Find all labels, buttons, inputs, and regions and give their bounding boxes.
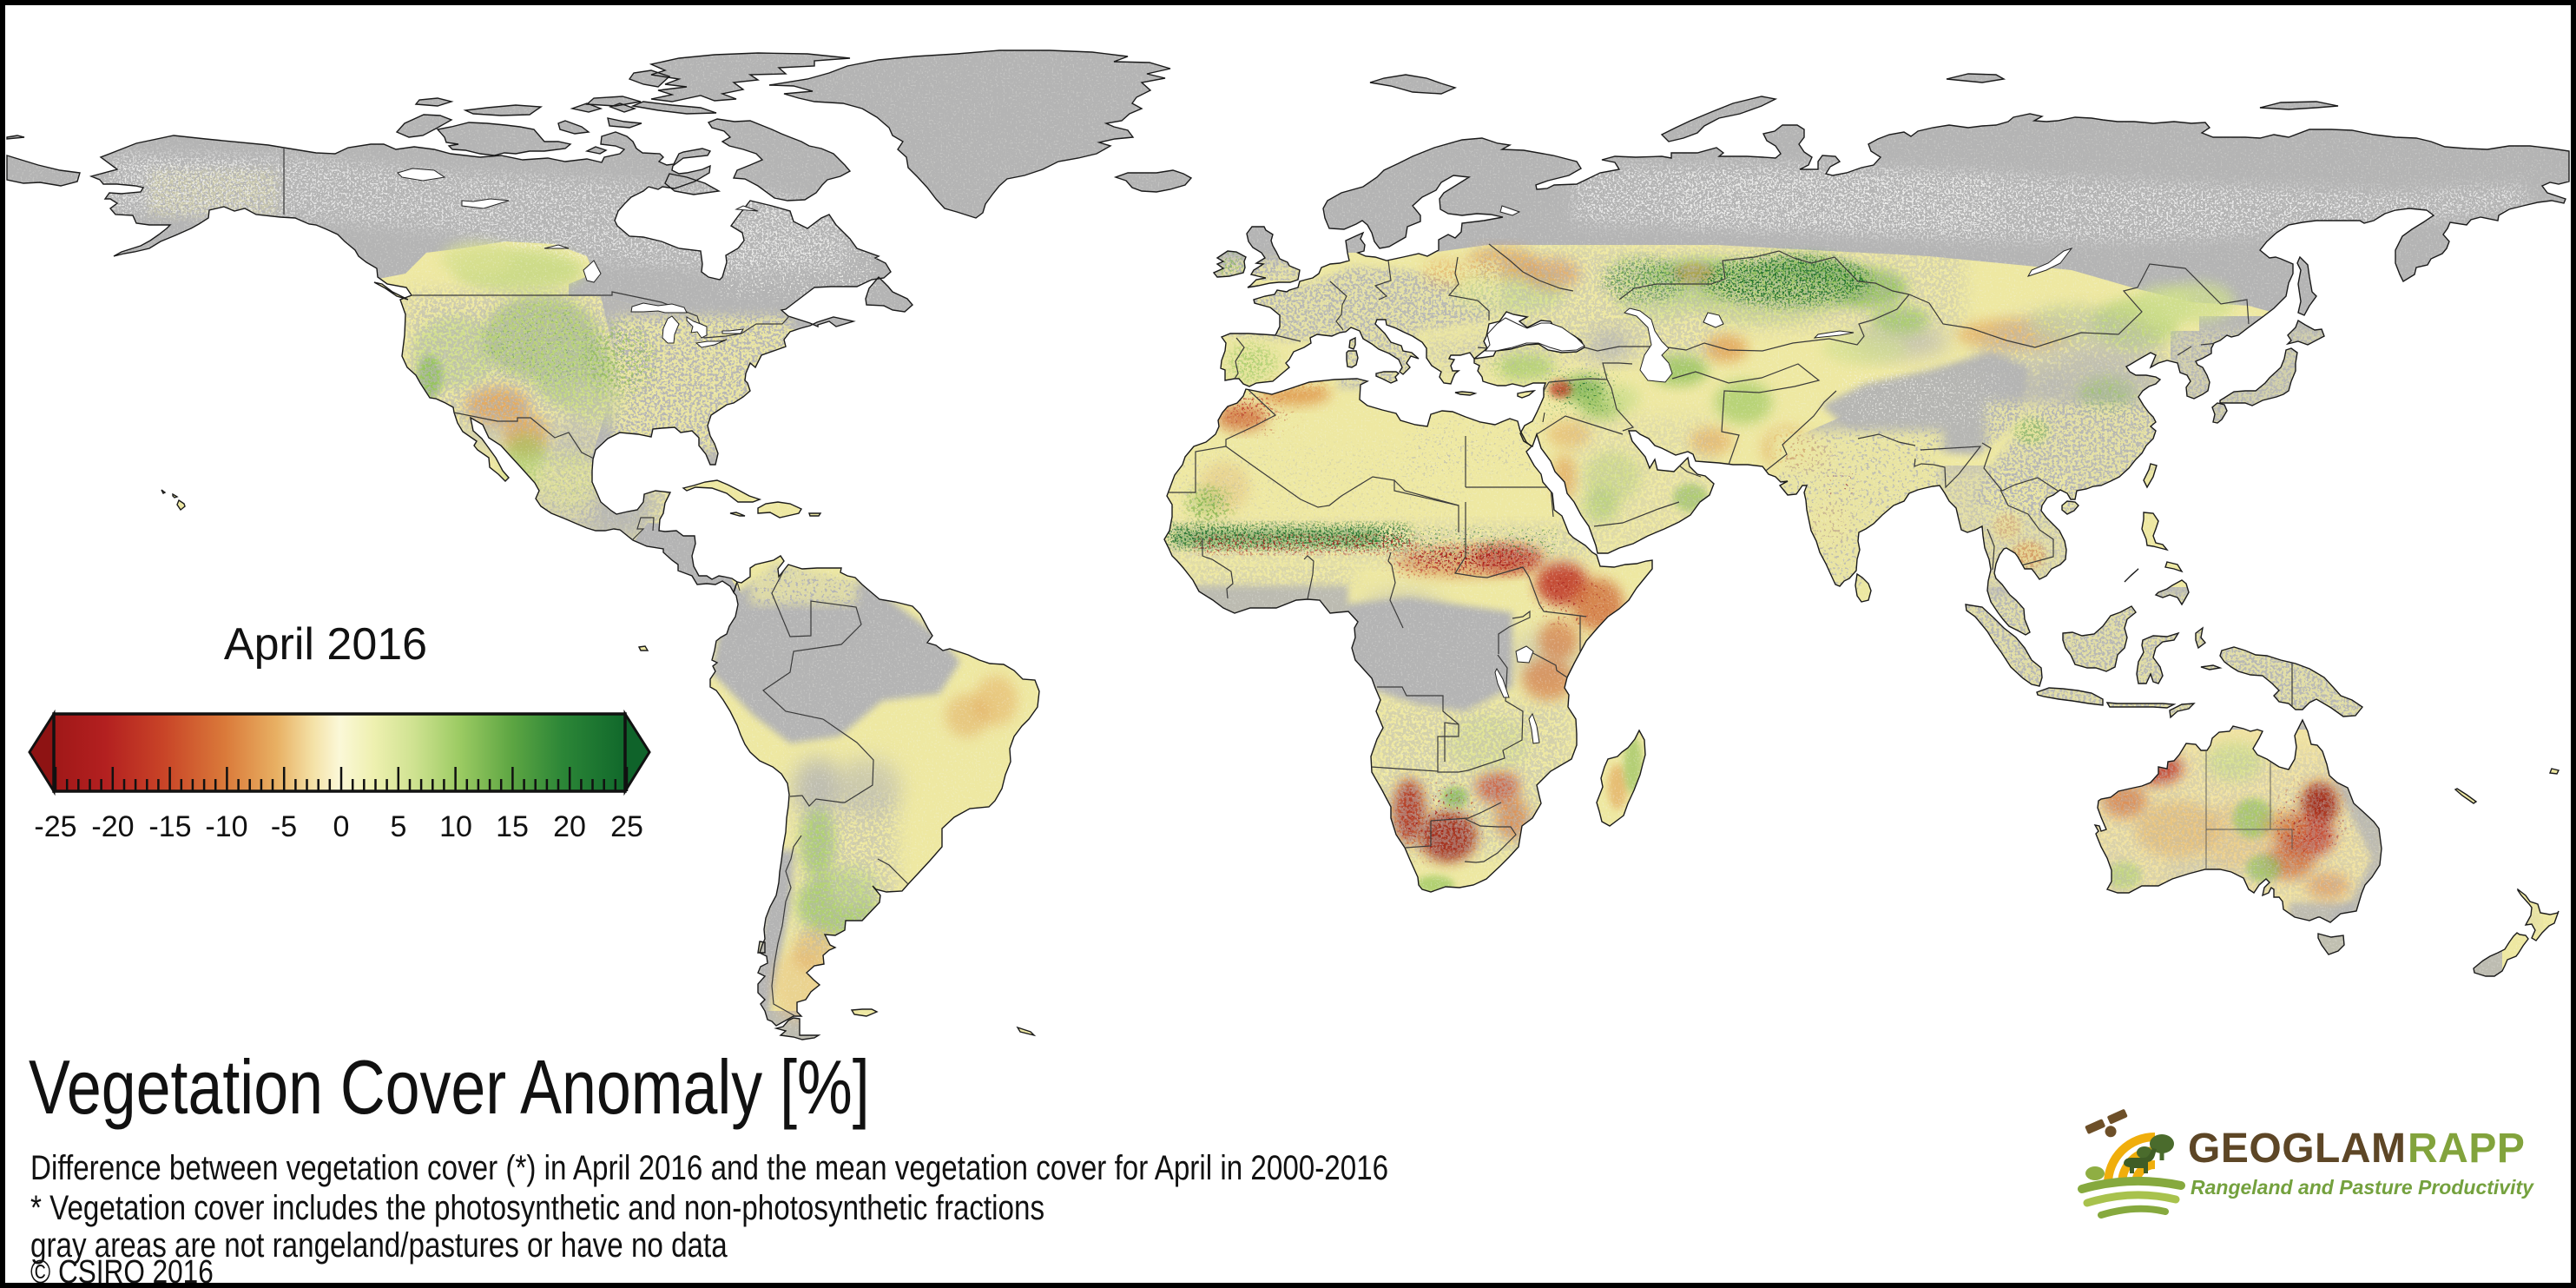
- svg-text:5: 5: [391, 810, 407, 843]
- svg-text:-20: -20: [91, 810, 134, 843]
- svg-text:GEOGLAM: GEOGLAM: [2188, 1126, 2407, 1172]
- svg-text:-25: -25: [34, 810, 76, 843]
- svg-text:RAPP: RAPP: [2408, 1126, 2525, 1172]
- svg-text:-5: -5: [271, 810, 297, 843]
- svg-text:20: 20: [553, 810, 586, 843]
- svg-text:* Vegetation cover includes th: * Vegetation cover includes the photosyn…: [30, 1188, 1044, 1227]
- svg-text:Rangeland and Pasture Producti: Rangeland and Pasture Productivity: [2191, 1176, 2534, 1199]
- svg-text:-10: -10: [205, 810, 247, 843]
- svg-text:© CSIRO 2016: © CSIRO 2016: [30, 1253, 214, 1288]
- svg-text:0: 0: [333, 810, 350, 843]
- svg-text:April 2016: April 2016: [224, 619, 427, 670]
- svg-text:gray areas are not rangeland/p: gray areas are not rangeland/pastures or…: [30, 1225, 728, 1265]
- svg-text:Vegetation Cover Anomaly [%]: Vegetation Cover Anomaly [%]: [29, 1045, 870, 1131]
- svg-text:15: 15: [496, 810, 529, 843]
- svg-text:Difference between vegetation: Difference between vegetation cover (*) …: [30, 1148, 1388, 1187]
- svg-text:-15: -15: [148, 810, 191, 843]
- svg-text:10: 10: [439, 810, 472, 843]
- svg-text:25: 25: [610, 810, 643, 843]
